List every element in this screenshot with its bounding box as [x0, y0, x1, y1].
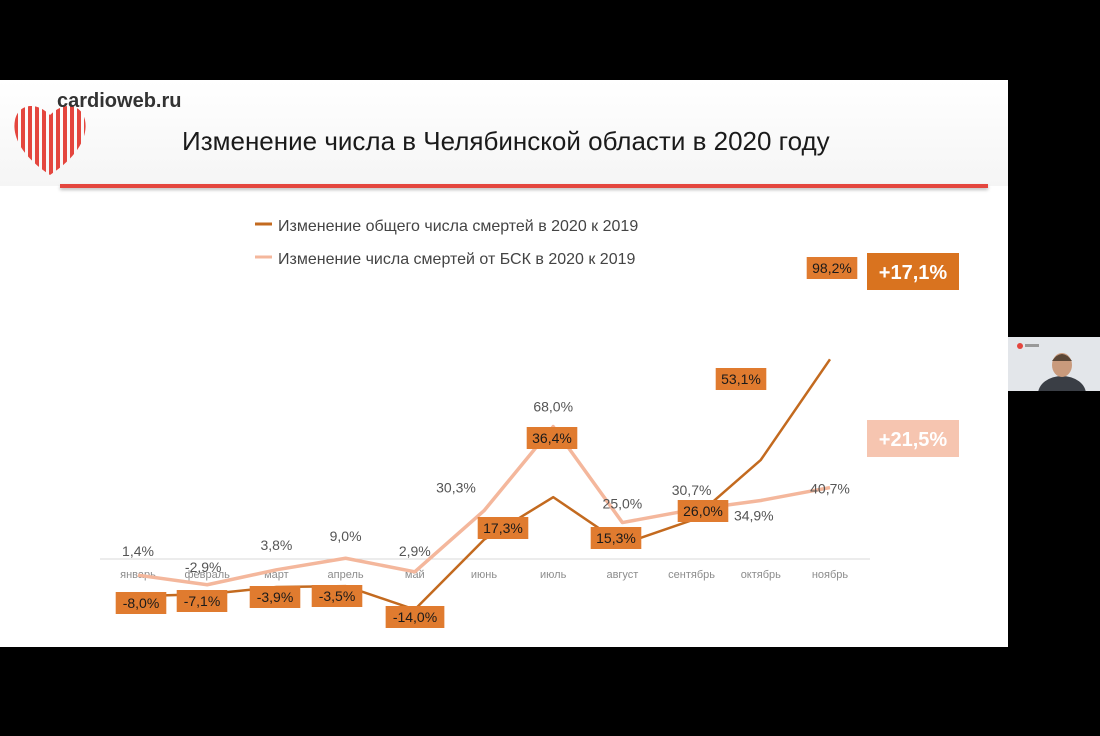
legend-label-total: Изменение общего числа смертей в 2020 к …: [278, 218, 638, 235]
data-label-bsk: 1,4%: [122, 543, 154, 559]
legend: Изменение общего числа смертей в 2020 к …: [255, 218, 638, 268]
badge-total-box: [867, 253, 959, 290]
data-label-box-total: [715, 368, 767, 390]
chart-marks: январь февраль март апрель май июнь июль август…: [115, 253, 959, 628]
badge-total: +17,1%: [879, 262, 948, 284]
data-label-total: -3,5%: [319, 588, 356, 604]
x-tick-label: февраль: [184, 569, 230, 581]
data-label-box-total: [176, 590, 228, 612]
x-tick-label: ноябрь: [812, 569, 849, 581]
slide-header: cardioweb.ru Изменение числа в Челябинск…: [0, 80, 1008, 188]
data-label-bsk: 25,0%: [603, 496, 643, 512]
participant-video[interactable]: [1008, 337, 1100, 391]
x-tick-label: октябрь: [741, 569, 781, 581]
x-tick-label: сентябрь: [668, 569, 715, 581]
data-label-total: 26,0%: [683, 503, 723, 519]
data-label-box-total: [677, 500, 729, 522]
data-label-total: 15,3%: [596, 530, 636, 546]
x-tick-label: апрель: [328, 569, 364, 581]
data-label-box-total: [311, 585, 363, 607]
data-label-bsk: 40,7%: [810, 481, 850, 497]
cardioweb-logo: [14, 105, 86, 176]
data-label-total: 17,3%: [483, 520, 523, 536]
data-label-box-total: [526, 427, 578, 449]
data-label-box-total: [115, 592, 167, 614]
legend-label-bsk: Изменение числа смертей от БСК в 2020 к …: [278, 251, 636, 268]
presentation-slide: cardioweb.ru Изменение числа в Челябинск…: [0, 80, 1008, 647]
data-label-box-total: [477, 517, 529, 539]
data-label-box-total: [590, 527, 642, 549]
participant-avatar: [1008, 337, 1100, 391]
data-label-bsk: 34,9%: [734, 507, 774, 523]
data-label-bsk: 2,9%: [399, 543, 431, 559]
line-chart: Изменение общего числа смертей в 2020 к …: [100, 218, 959, 628]
data-label-box-total: [806, 257, 858, 279]
data-label-bsk: 30,3%: [436, 480, 476, 496]
x-tick-label: июнь: [471, 569, 497, 581]
data-label-total: -14,0%: [393, 609, 437, 625]
data-label-box-total: [385, 606, 445, 628]
data-label-bsk: 30,7%: [672, 482, 712, 498]
data-label-bsk: -2,9%: [185, 559, 222, 575]
header-divider: [60, 184, 988, 188]
slide-title: Изменение числа в Челябинской области в …: [182, 126, 830, 156]
data-label-total: 53,1%: [721, 371, 761, 387]
data-label-total: -7,1%: [184, 593, 221, 609]
x-tick-label: июль: [540, 569, 567, 581]
site-name[interactable]: cardioweb.ru: [57, 90, 182, 112]
data-label-bsk: 9,0%: [330, 528, 362, 544]
data-label-bsk: 68,0%: [533, 399, 573, 415]
badge-bsk: +21,5%: [879, 429, 948, 451]
x-tick-label: август: [606, 569, 638, 581]
data-label-box-total: [249, 586, 301, 608]
data-label-total: 98,2%: [812, 260, 852, 276]
data-label-total: -8,0%: [123, 595, 160, 611]
data-label-total: -3,9%: [257, 589, 294, 605]
data-label-total: 36,4%: [532, 430, 572, 446]
badge-bsk-box: [867, 420, 959, 457]
data-label-bsk: 3,8%: [260, 537, 292, 553]
